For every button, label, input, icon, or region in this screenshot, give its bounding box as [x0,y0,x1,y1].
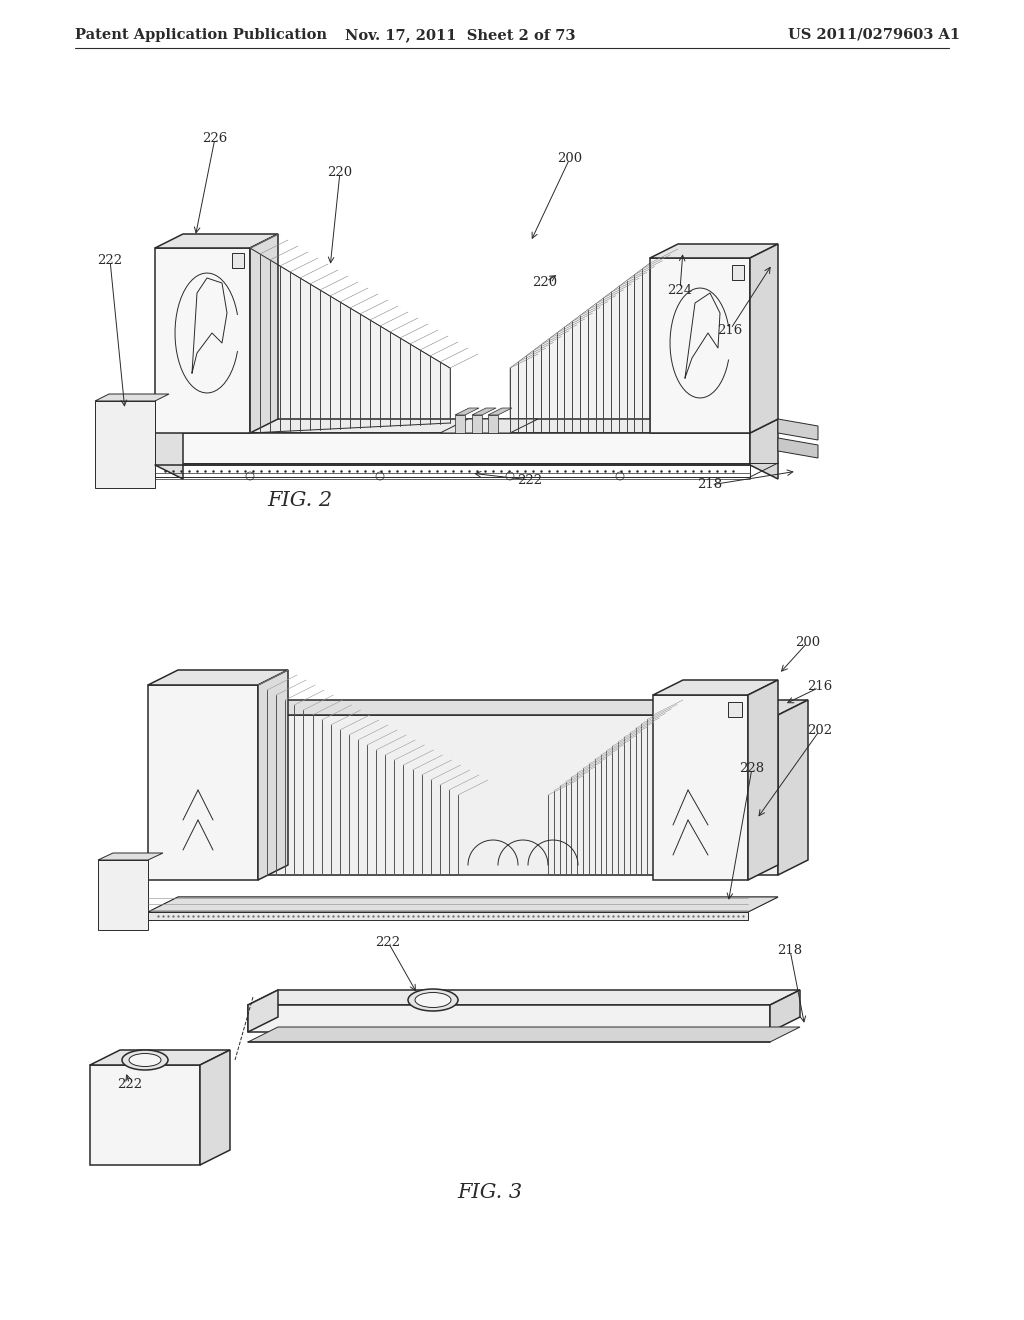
Polygon shape [148,671,288,685]
Bar [232,253,244,268]
Text: 222: 222 [97,253,123,267]
Text: 202: 202 [808,723,833,737]
Polygon shape [750,244,778,433]
Polygon shape [455,414,465,433]
Polygon shape [98,853,163,861]
Text: 222: 222 [118,1078,142,1092]
Polygon shape [155,418,778,433]
Polygon shape [155,248,250,433]
Polygon shape [770,990,800,1032]
Text: 222: 222 [517,474,543,487]
Polygon shape [148,685,258,880]
Polygon shape [90,1049,230,1065]
Circle shape [246,473,254,480]
Polygon shape [95,393,169,401]
Text: 218: 218 [697,479,723,491]
Text: 216: 216 [807,681,833,693]
Polygon shape [488,408,512,414]
Polygon shape [653,696,748,880]
Polygon shape [750,418,778,479]
Polygon shape [510,263,650,433]
Text: US 2011/0279603 A1: US 2011/0279603 A1 [787,28,961,42]
Polygon shape [248,990,800,1005]
Polygon shape [95,401,155,488]
Text: 226: 226 [203,132,227,144]
Polygon shape [650,244,778,257]
Bar [728,702,742,717]
Text: 218: 218 [777,944,803,957]
Circle shape [376,473,384,480]
Polygon shape [472,408,496,414]
Text: FIG. 2: FIG. 2 [267,491,333,510]
Polygon shape [778,418,818,440]
Polygon shape [472,414,482,433]
Text: 216: 216 [718,323,742,337]
Polygon shape [650,257,750,433]
Polygon shape [98,861,148,931]
Polygon shape [455,408,479,414]
Polygon shape [200,1049,230,1166]
Polygon shape [248,990,278,1032]
Polygon shape [488,414,498,433]
Ellipse shape [122,1049,168,1071]
Text: 220: 220 [328,165,352,178]
Polygon shape [778,700,808,875]
Polygon shape [748,680,778,880]
Polygon shape [148,898,778,912]
Circle shape [506,473,514,480]
Text: 228: 228 [739,762,765,775]
Text: 200: 200 [557,152,583,165]
Polygon shape [778,438,818,458]
Polygon shape [258,671,288,880]
Text: Patent Application Publication: Patent Application Publication [75,28,327,42]
Polygon shape [178,700,808,715]
Circle shape [616,473,624,480]
Polygon shape [440,418,538,433]
Ellipse shape [408,989,458,1011]
Text: 222: 222 [376,936,400,949]
Polygon shape [155,234,278,248]
Polygon shape [178,715,778,875]
Polygon shape [653,680,778,696]
Polygon shape [548,715,653,875]
Ellipse shape [415,993,451,1007]
Text: 220: 220 [532,276,557,289]
Polygon shape [148,912,748,920]
Polygon shape [248,1027,800,1041]
Ellipse shape [129,1053,161,1067]
Polygon shape [258,685,458,875]
Polygon shape [250,248,450,433]
Text: FIG. 3: FIG. 3 [458,1183,522,1201]
Text: Nov. 17, 2011  Sheet 2 of 73: Nov. 17, 2011 Sheet 2 of 73 [345,28,575,42]
Polygon shape [248,1005,770,1032]
Bar [732,265,744,280]
Polygon shape [155,418,183,479]
Text: 224: 224 [668,284,692,297]
Polygon shape [250,234,278,433]
Polygon shape [90,1065,200,1166]
Polygon shape [148,898,778,912]
Text: 200: 200 [796,635,820,648]
Polygon shape [155,433,750,465]
